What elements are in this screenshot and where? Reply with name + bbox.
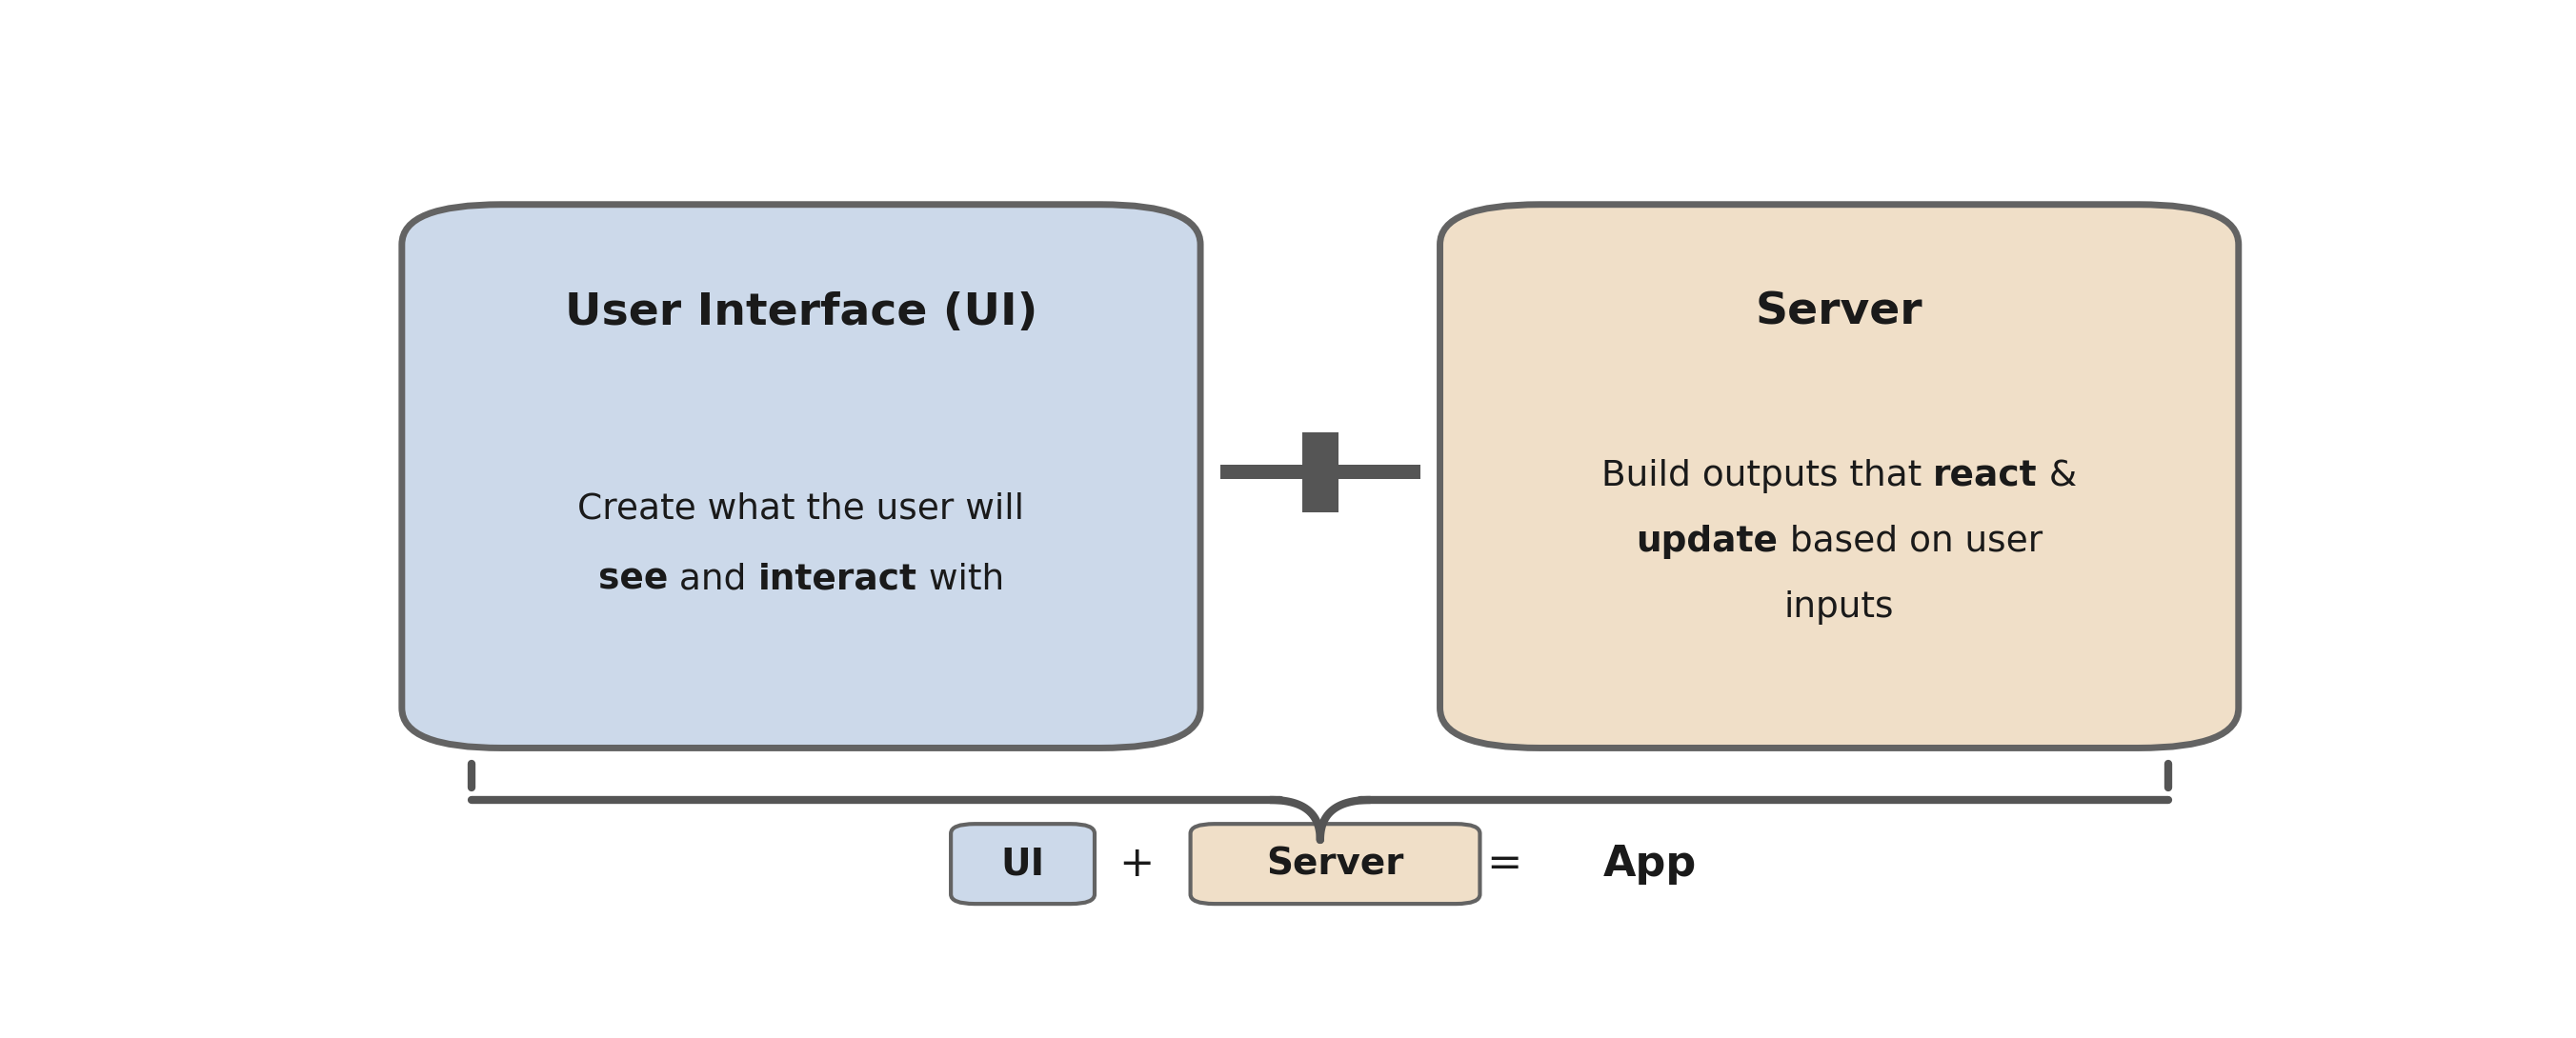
Text: Create what the user will: Create what the user will: [577, 492, 1025, 526]
Text: App: App: [1602, 844, 1698, 884]
Text: Server: Server: [1757, 291, 1922, 334]
Text: +: +: [1118, 844, 1154, 884]
Text: inputs: inputs: [1785, 591, 1893, 625]
Text: UI: UI: [999, 846, 1046, 882]
Text: interact: interact: [757, 563, 917, 597]
FancyBboxPatch shape: [1221, 465, 1419, 480]
Text: with: with: [917, 563, 1005, 597]
Text: see: see: [598, 563, 667, 597]
FancyBboxPatch shape: [951, 824, 1095, 904]
FancyBboxPatch shape: [1440, 204, 2239, 748]
Text: based on user: based on user: [1777, 524, 2043, 558]
Text: =: =: [1486, 844, 1522, 884]
Text: react: react: [1932, 459, 2038, 493]
FancyBboxPatch shape: [402, 204, 1200, 748]
Text: and: and: [667, 563, 757, 597]
Text: Build outputs that: Build outputs that: [1602, 459, 1932, 493]
Text: Server: Server: [1267, 846, 1404, 882]
Text: update: update: [1636, 524, 1777, 558]
FancyBboxPatch shape: [1303, 432, 1337, 512]
FancyBboxPatch shape: [1190, 824, 1479, 904]
Text: User Interface (UI): User Interface (UI): [564, 291, 1038, 334]
Text: &: &: [2038, 459, 2076, 493]
